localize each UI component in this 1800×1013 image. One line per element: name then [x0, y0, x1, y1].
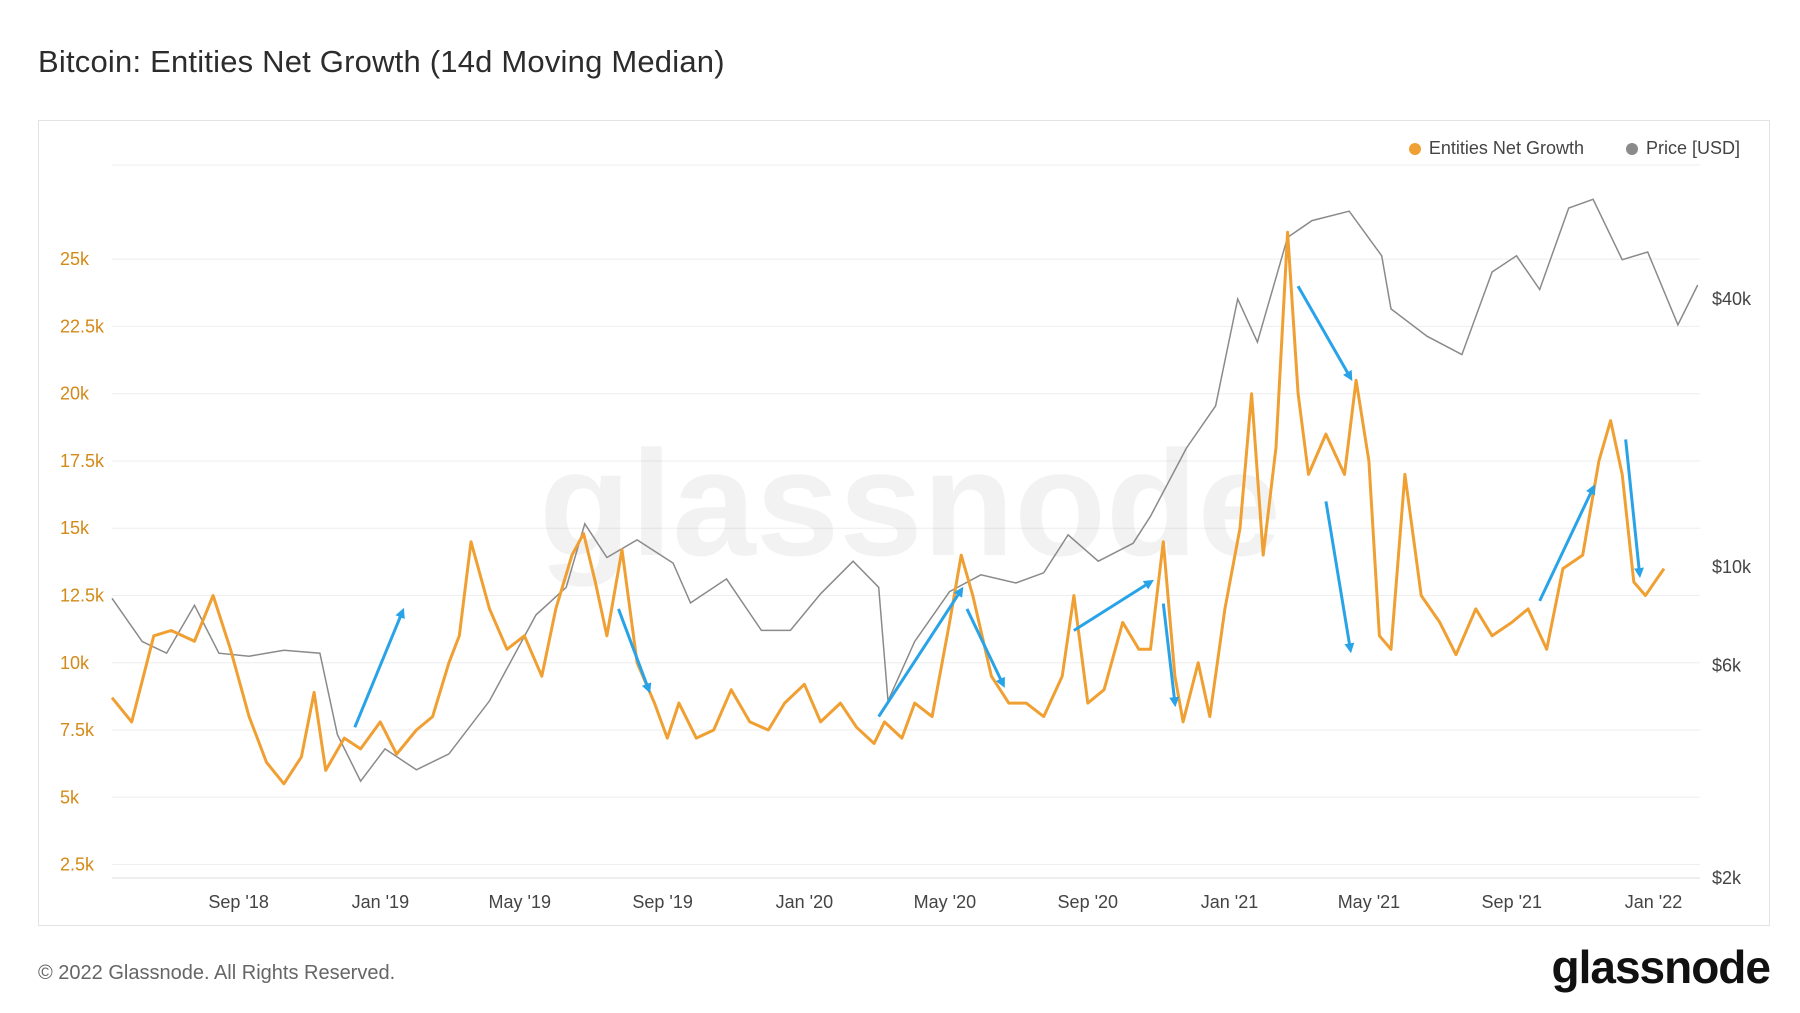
- x-tick-label: Sep '20: [1058, 892, 1119, 912]
- annotation-arrows: [353, 285, 1644, 728]
- x-tick-label: Jan '21: [1201, 892, 1258, 912]
- annotation-arrow: [1296, 285, 1353, 382]
- annotation-arrow: [1073, 579, 1154, 632]
- y-left-tick-label: 2.5k: [60, 855, 95, 875]
- x-tick-label: May '20: [914, 892, 976, 912]
- watermark-text: glassnode: [539, 419, 1281, 587]
- y-left-tick-label: 22.5k: [60, 316, 105, 336]
- series-entities-line: [110, 230, 1666, 786]
- x-tick-label: May '21: [1338, 892, 1400, 912]
- brand-logo: glassnode: [1551, 941, 1771, 993]
- y-right-tick-label: $6k: [1712, 656, 1742, 676]
- x-tick-label: Jan '22: [1625, 892, 1682, 912]
- series-price-line: [111, 198, 1699, 783]
- x-tick-label: Jan '19: [352, 892, 409, 912]
- x-tick-label: Sep '21: [1482, 892, 1543, 912]
- y-axis-left: 2.5k 5k 7.5k 10k 12.5k 15k 17.5k 20k 22.5k 25k: [60, 249, 105, 874]
- legend-dot-entities: [1408, 142, 1421, 155]
- annotation-arrow: [965, 608, 1005, 688]
- x-tick-label: Jan '20: [776, 892, 833, 912]
- legend-label-price: Price [USD]: [1645, 138, 1740, 158]
- grid-layer: [112, 164, 1700, 879]
- copyright-footer: © 2022 Glassnode. All Rights Reserved.: [38, 962, 396, 984]
- annotation-arrow: [1624, 439, 1644, 578]
- annotation-arrow: [617, 608, 652, 694]
- y-left-tick-label: 25k: [60, 249, 90, 269]
- annotation-arrow: [353, 607, 405, 728]
- legend-label-entities: Entities Net Growth: [1428, 138, 1584, 158]
- x-tick-label: May '19: [489, 892, 551, 912]
- y-left-tick-label: 10k: [60, 653, 90, 673]
- y-left-tick-label: 17.5k: [60, 451, 105, 471]
- y-left-tick-label: 20k: [60, 384, 90, 404]
- annotation-arrow: [877, 586, 964, 718]
- y-axis-right: $2k $6k $10k $40k: [1712, 289, 1752, 888]
- y-left-tick-label: 5k: [60, 787, 80, 807]
- x-tick-label: Sep '18: [208, 892, 269, 912]
- y-left-tick-label: 15k: [60, 518, 90, 538]
- annotation-arrow: [1324, 501, 1355, 654]
- legend-item-price[interactable]: Price [USD]: [1625, 138, 1740, 159]
- x-axis: Sep '18 Jan '19 May '19 Sep '19 Jan '20 May '…: [208, 892, 1682, 912]
- annotation-arrow: [1538, 484, 1596, 602]
- annotation-arrow: [1161, 603, 1180, 708]
- chart-panel: [38, 120, 1770, 926]
- y-left-tick-label: 7.5k: [60, 720, 95, 740]
- legend-dot-price: [1625, 142, 1638, 155]
- y-right-tick-label: $2k: [1712, 868, 1742, 888]
- x-tick-label: Sep '19: [632, 892, 693, 912]
- y-right-tick-label: $10k: [1712, 557, 1752, 577]
- legend-item-entities[interactable]: Entities Net Growth: [1408, 138, 1584, 159]
- chart-title: Bitcoin: Entities Net Growth (14d Moving…: [38, 44, 725, 79]
- y-left-tick-label: 12.5k: [60, 585, 105, 605]
- y-right-tick-label: $40k: [1712, 289, 1752, 309]
- chart-legend: Entities Net Growth Price [USD]: [1408, 138, 1740, 159]
